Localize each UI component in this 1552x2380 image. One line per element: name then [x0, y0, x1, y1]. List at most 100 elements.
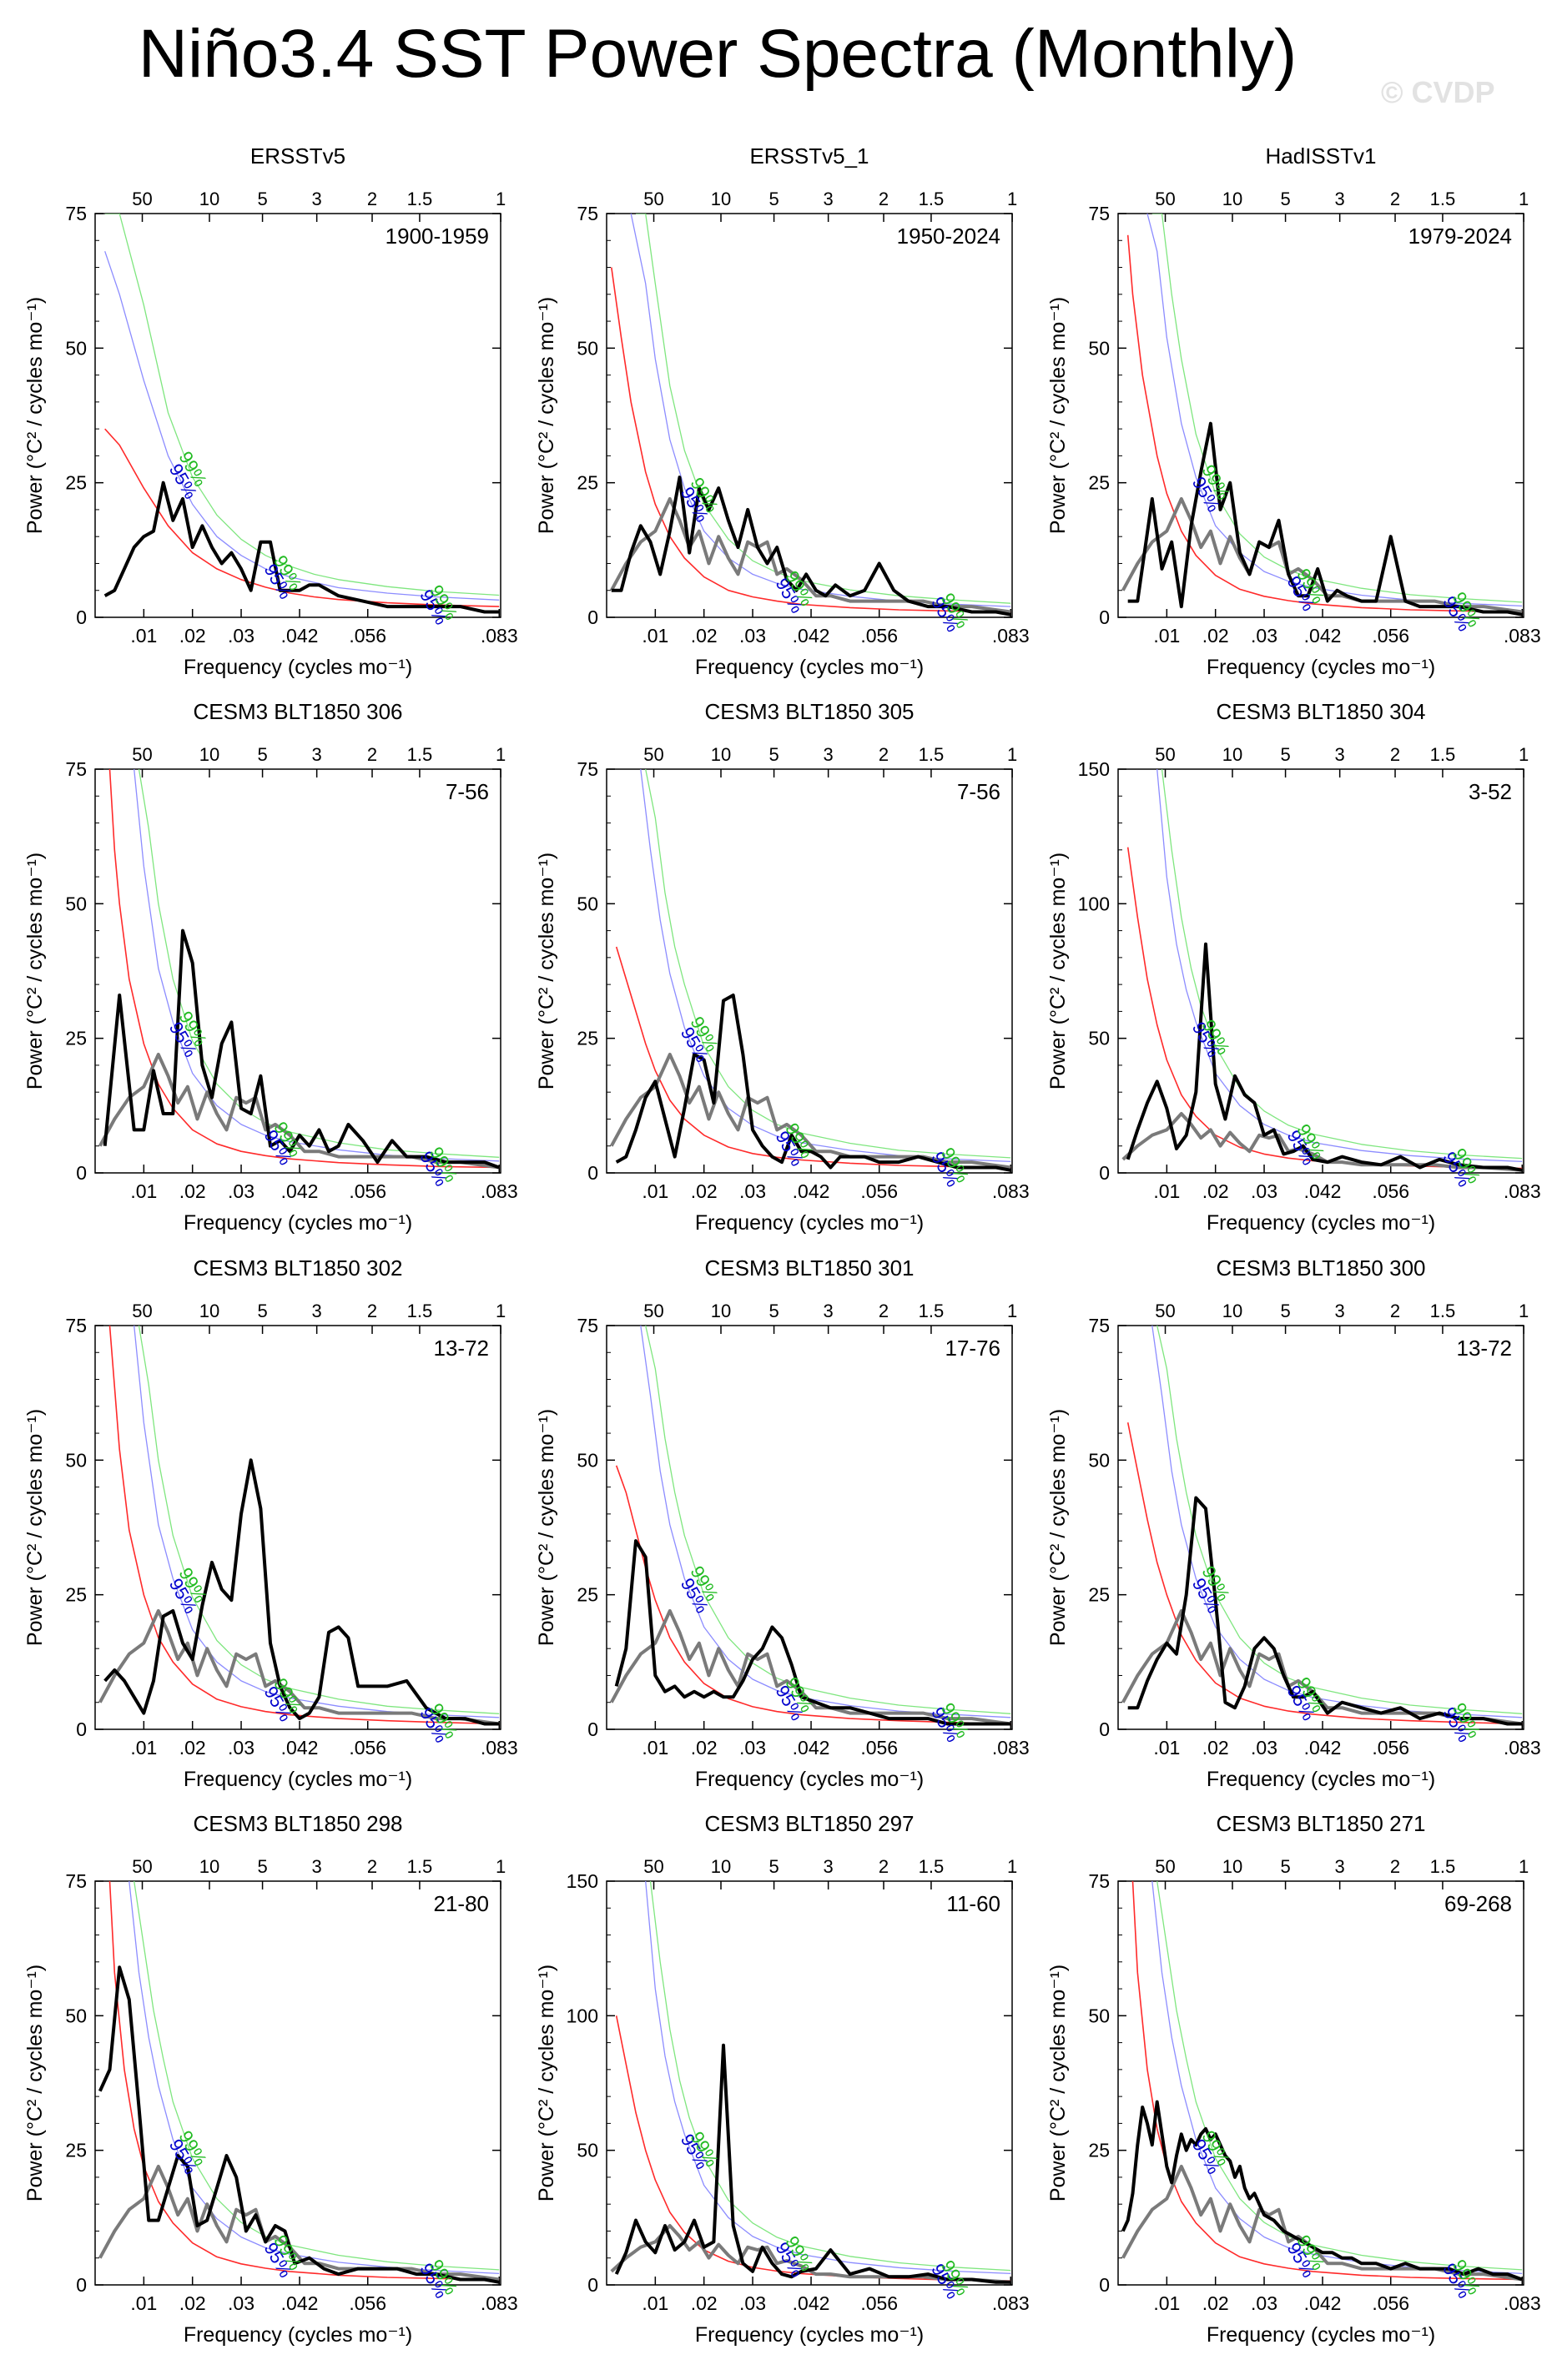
period-label: 1979-2024	[1408, 224, 1512, 249]
top-tick-label: 3	[312, 744, 322, 765]
x-tick-label: .03	[739, 1737, 766, 1759]
y-tick-label: 0	[76, 1718, 87, 1740]
x-tick-label: .02	[1202, 2292, 1229, 2314]
top-tick-label: 2	[367, 1301, 377, 1321]
series-group	[610, 1881, 1011, 2284]
y-tick-label: 150	[1078, 758, 1110, 780]
top-tick-label: 2	[1390, 189, 1400, 209]
top-tick-label: 10	[1222, 744, 1242, 765]
y-tick-label: 0	[1099, 1718, 1110, 1740]
x-tick-label: .056	[860, 2292, 898, 2314]
x-tick-label: .01	[1153, 1180, 1180, 1202]
y-axis-label: Power (°C² / cycles mo⁻¹)	[535, 297, 558, 534]
spectrum-line	[614, 2043, 1011, 2284]
period-label: 11-60	[946, 1891, 1000, 1916]
sig99-line	[636, 214, 1011, 604]
top-tick-label: 10	[199, 744, 219, 765]
spectrum-panel: CESM3 BLT1850 3067-560255075.01.02.03.04…	[23, 699, 518, 1235]
x-tick-label: .03	[739, 1180, 766, 1202]
y-tick-label: 75	[65, 203, 87, 224]
series-group	[98, 769, 500, 1170]
top-tick-label: 1	[496, 1856, 506, 1877]
y-axis-label: Power (°C² / cycles mo⁻¹)	[23, 853, 47, 1089]
panel-title: CESM3 BLT1850 305	[705, 699, 915, 724]
top-tick-label: 1	[1007, 1856, 1017, 1877]
top-tick-label: 5	[257, 189, 267, 209]
x-tick-label: .01	[1153, 2292, 1180, 2314]
red-noise-line	[615, 2015, 1011, 2282]
top-tick-label: 3	[312, 1856, 322, 1877]
red-noise-line	[615, 946, 1011, 1169]
top-tick-label: 1	[1519, 1301, 1529, 1321]
plot-frame	[1117, 1880, 1524, 2286]
x-tick-label: .083	[992, 625, 1030, 647]
top-tick-label: 3	[824, 1856, 834, 1877]
x-tick-label: .056	[349, 2292, 386, 2314]
y-tick-label: 50	[577, 1449, 598, 1471]
x-tick-label: .083	[481, 1180, 518, 1202]
y-tick-label: 75	[65, 1315, 87, 1336]
top-tick-label: 1.5	[407, 189, 433, 209]
x-tick-label: .01	[642, 1737, 668, 1759]
x-axis-label: Frequency (cycles mo⁻¹)	[695, 1211, 924, 1235]
top-tick-label: 50	[132, 189, 152, 209]
x-tick-label: .056	[1372, 625, 1409, 647]
series-group	[610, 1326, 1011, 1726]
y-tick-label: 75	[65, 758, 87, 780]
top-tick-label: 1	[1519, 189, 1529, 209]
panel-title: ERSSTv5_1	[749, 143, 869, 169]
x-tick-label: .042	[281, 1180, 319, 1202]
spectrum-panel: HadISSTv11979-20240255075.01.02.03.042.0…	[1046, 143, 1541, 679]
panel-title: CESM3 BLT1850 302	[194, 1255, 403, 1281]
spectrum-panel: CESM3 BLT1850 27169-2680255075.01.02.03.…	[1046, 1811, 1541, 2347]
x-tick-label: .02	[691, 2292, 718, 2314]
spectrum-panel: CESM3 BLT1850 30013-720255075.01.02.03.0…	[1046, 1255, 1541, 1791]
x-tick-label: .03	[739, 2292, 766, 2314]
x-tick-label: .056	[860, 625, 898, 647]
series-group	[1121, 769, 1523, 1172]
spectrum-line	[98, 1965, 500, 2284]
y-tick-label: 0	[1099, 2274, 1110, 2296]
panel-title: CESM3 BLT1850 306	[194, 699, 403, 724]
y-tick-label: 50	[1088, 1449, 1110, 1471]
sig95-line	[640, 1326, 1011, 1718]
y-tick-label: 25	[65, 1028, 87, 1049]
plot-frame	[1117, 768, 1524, 1174]
red-noise-line	[611, 267, 1011, 613]
y-tick-label: 75	[65, 1870, 87, 1892]
x-tick-label: .01	[642, 1180, 668, 1202]
period-label: 3-52	[1469, 779, 1512, 804]
top-tick-label: 10	[199, 1301, 219, 1321]
x-axis-label: Frequency (cycles mo⁻¹)	[1207, 2323, 1435, 2347]
x-tick-label: .056	[860, 1180, 898, 1202]
y-tick-label: 50	[65, 337, 87, 359]
y-tick-label: 75	[1088, 203, 1110, 224]
sig95-line	[128, 1881, 500, 2275]
top-tick-label: 2	[879, 1301, 889, 1321]
x-tick-label: .02	[1202, 625, 1229, 647]
top-tick-label: 5	[768, 189, 779, 209]
plot-frame	[606, 213, 1013, 618]
top-tick-label: 1.5	[919, 189, 945, 209]
reference-obs-line	[1121, 1112, 1523, 1172]
sig99-line	[138, 1326, 500, 1714]
y-tick-label: 150	[567, 1870, 598, 1892]
sig95-line	[1146, 214, 1523, 607]
plot-frame	[94, 768, 501, 1174]
y-tick-label: 0	[1099, 1162, 1110, 1184]
x-tick-label: .056	[1372, 1737, 1409, 1759]
x-tick-label: .03	[739, 625, 766, 647]
top-tick-label: 50	[132, 1856, 152, 1877]
top-tick-label: 1	[496, 189, 506, 209]
sig99-line	[645, 1326, 1011, 1714]
x-tick-label: .02	[179, 1180, 206, 1202]
x-tick-label: .03	[228, 1180, 254, 1202]
x-tick-label: .056	[349, 1180, 386, 1202]
watermark: © CVDP	[1381, 75, 1495, 109]
period-label: 13-72	[434, 1336, 490, 1361]
y-tick-label: 25	[577, 472, 598, 494]
panel-title: ERSSTv5	[250, 143, 345, 169]
spectrum-line	[103, 481, 500, 614]
y-tick-label: 50	[577, 2140, 598, 2161]
top-tick-label: 3	[824, 189, 834, 209]
